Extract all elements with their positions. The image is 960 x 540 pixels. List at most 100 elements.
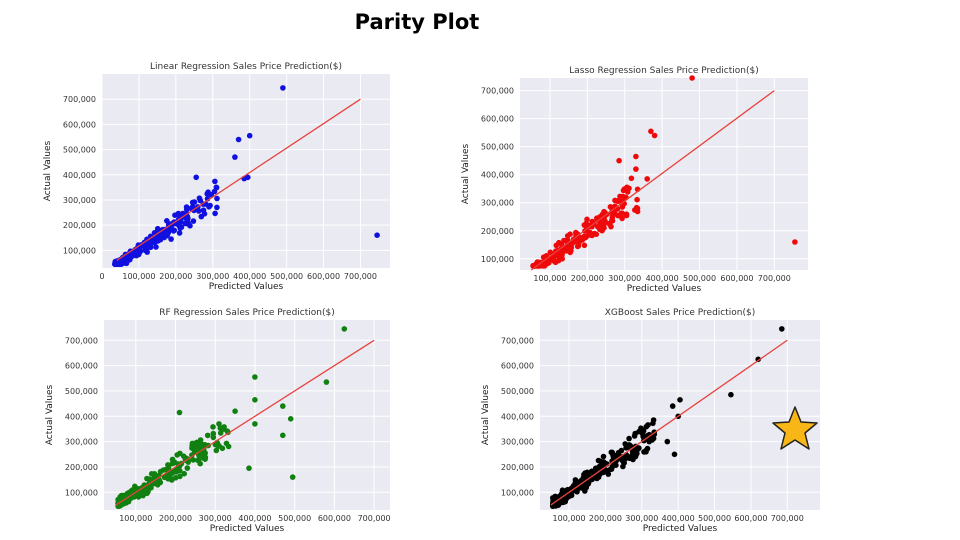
y-tick-label: 700,000	[65, 336, 98, 345]
data-point	[246, 465, 252, 471]
data-point	[195, 457, 201, 464]
data-point	[190, 218, 197, 224]
y-axis-label: Actual Values	[43, 140, 53, 201]
x-tick-label: 400,000	[646, 274, 679, 283]
x-tick-label: 500,000	[698, 514, 731, 523]
data-point	[217, 430, 224, 436]
data-point	[212, 210, 218, 217]
data-point	[589, 218, 595, 225]
data-point	[578, 485, 585, 491]
data-point	[213, 184, 220, 191]
data-point	[622, 455, 629, 462]
data-point	[574, 243, 581, 250]
y-axis-label: Actual Values	[45, 384, 55, 445]
y-tick-label: 300,000	[63, 196, 96, 205]
y-axis-label: Actual Values	[481, 384, 491, 445]
y-tick-label: 100,000	[63, 246, 96, 255]
x-tick-label: 100,000	[122, 272, 155, 281]
data-point	[125, 257, 131, 264]
data-point	[153, 480, 159, 486]
data-point	[180, 453, 187, 459]
data-point	[612, 197, 618, 204]
data-point	[584, 216, 590, 223]
data-point	[142, 487, 149, 494]
data-point	[792, 239, 798, 245]
data-point	[600, 453, 607, 460]
data-point	[183, 204, 190, 210]
data-point	[779, 326, 785, 332]
data-point	[210, 424, 216, 430]
data-point	[594, 475, 600, 482]
data-point	[225, 443, 232, 450]
data-point	[165, 462, 171, 468]
y-tick-label: 500,000	[63, 146, 96, 155]
data-point	[630, 456, 636, 463]
data-point	[630, 448, 636, 454]
parity-line	[550, 339, 788, 506]
x-tick-label: 600,000	[307, 272, 340, 281]
data-point	[602, 460, 608, 467]
x-axis-label: Predicted Values	[643, 524, 718, 534]
chart-title: XGBoost Sales Price Prediction($)	[605, 308, 756, 318]
data-point	[175, 461, 181, 467]
data-point	[204, 432, 211, 439]
x-tick-label: 200,000	[159, 514, 192, 523]
data-point	[176, 409, 183, 416]
data-point	[602, 218, 608, 225]
y-tick-label: 500,000	[65, 387, 98, 396]
chart-lasso: 100,000 200,000 300,000 400,000 500,000 600,0…	[461, 66, 808, 294]
data-point	[628, 175, 635, 182]
data-point	[151, 471, 158, 477]
data-point	[556, 239, 562, 246]
data-point	[156, 231, 162, 237]
data-point	[613, 457, 620, 464]
data-point	[221, 424, 227, 430]
y-tick-label: 400,000	[481, 171, 514, 180]
data-point	[559, 256, 565, 262]
data-point	[626, 435, 632, 442]
data-point	[170, 460, 176, 466]
data-point	[625, 444, 631, 450]
y-tick-label: 200,000	[481, 227, 514, 236]
data-point	[567, 231, 573, 237]
y-tick-label: 700,000	[501, 336, 534, 345]
chart-linear: 0 100,000 200,000 300,000 400,000 500,000 600,…	[43, 62, 390, 292]
x-tick-label: 700,000	[344, 272, 377, 281]
data-point	[185, 215, 191, 222]
x-tick-label: 200,000	[159, 272, 192, 281]
data-point	[136, 491, 142, 498]
data-point	[599, 227, 605, 234]
data-point	[252, 374, 258, 380]
data-point	[196, 208, 202, 214]
x-tick-label: 600,000	[318, 514, 351, 523]
data-point	[595, 224, 601, 230]
data-point	[323, 379, 330, 385]
data-point	[620, 193, 626, 200]
data-point	[210, 434, 217, 441]
data-point	[646, 438, 652, 445]
star-icon	[772, 406, 818, 450]
data-point	[232, 154, 238, 160]
data-point	[164, 218, 170, 224]
data-point	[119, 494, 126, 500]
data-point	[604, 467, 610, 474]
data-point	[671, 451, 678, 458]
data-point	[280, 432, 286, 439]
data-point	[201, 211, 208, 217]
data-point	[232, 408, 238, 414]
data-point	[176, 230, 183, 236]
x-tick-label: 600,000	[720, 274, 753, 283]
y-tick-label: 100,000	[65, 488, 98, 497]
data-point	[677, 397, 683, 403]
x-tick-label: 300,000	[199, 514, 232, 523]
y-tick-label: 400,000	[63, 171, 96, 180]
data-point	[645, 422, 651, 428]
parity-line	[116, 98, 361, 261]
y-tick-label: 500,000	[481, 143, 514, 152]
x-tick-label: 400,000	[233, 272, 266, 281]
x-tick-label: 300,000	[608, 274, 641, 283]
chart-rf: 100,000 200,000 300,000 400,000 500,000 600,0…	[45, 308, 391, 534]
y-tick-label: 200,000	[501, 463, 534, 472]
data-point	[618, 447, 625, 454]
y-tick-label: 400,000	[65, 412, 98, 421]
